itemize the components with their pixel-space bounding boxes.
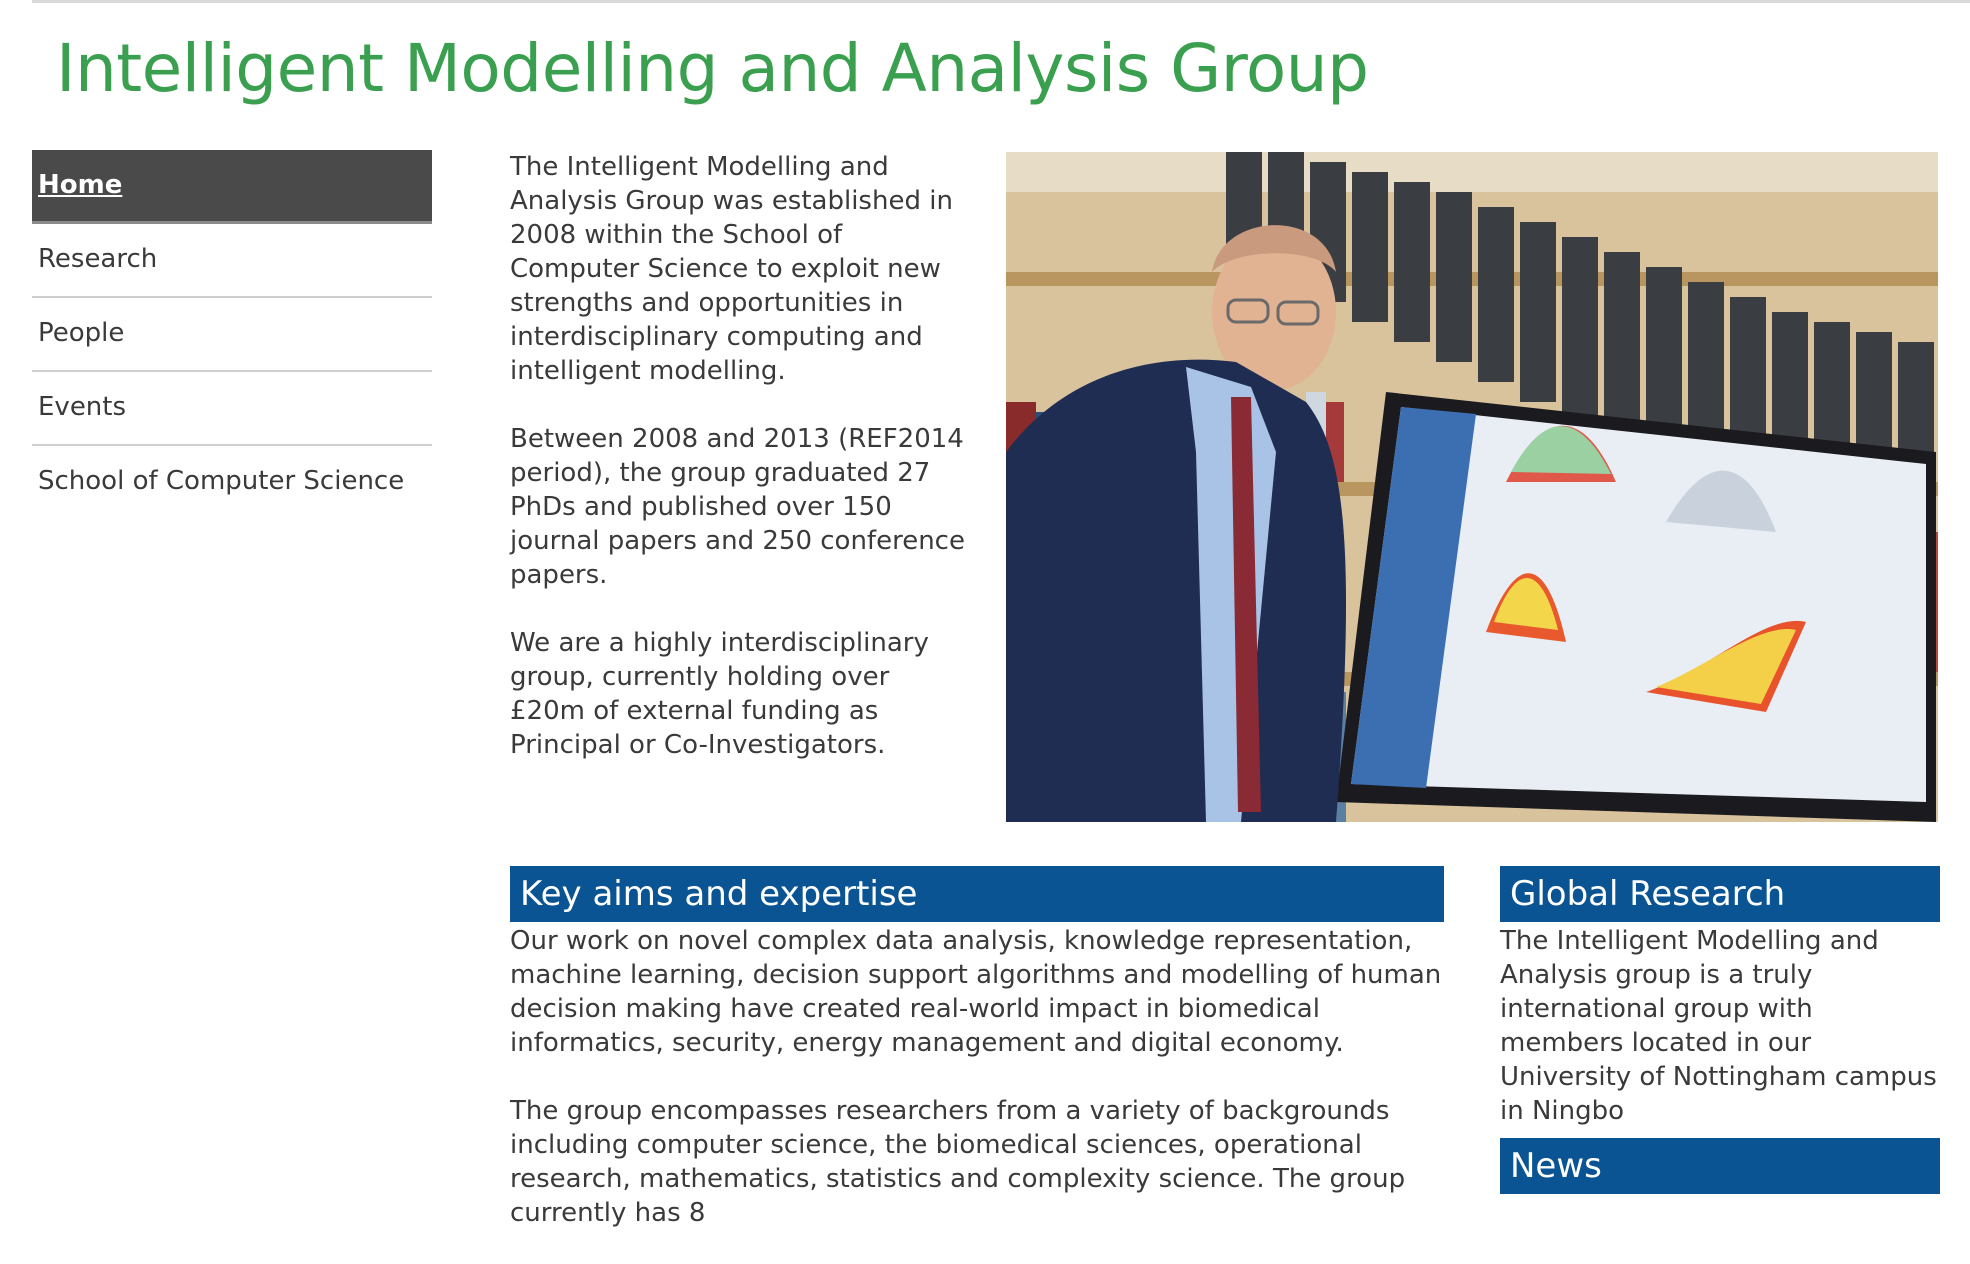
intro-text: The Intelligent Modelling and Analysis G… <box>510 150 970 796</box>
key-aims-heading: Key aims and expertise <box>510 866 1444 922</box>
intro-paragraph: Between 2008 and 2013 (REF2014 period), … <box>510 424 965 590</box>
top-divider <box>32 0 1970 3</box>
nav-item-school-of-computer-science[interactable]: School of Computer Science <box>38 466 405 496</box>
news-section: News <box>1500 1138 1940 1194</box>
key-aims-section: Key aims and expertise Our work on novel… <box>510 866 1444 1264</box>
researcher-with-monitor-image <box>1006 152 1938 822</box>
nav-item-home[interactable]: Home <box>32 150 432 224</box>
intro-paragraph: We are a highly interdisciplinary group,… <box>510 628 929 760</box>
nav-item-people[interactable]: People <box>32 298 432 372</box>
global-research-heading: Global Research <box>1500 866 1940 922</box>
nav-item-research[interactable]: Research <box>32 224 432 298</box>
aims-paragraph: Our work on novel complex data analysis,… <box>510 926 1442 1058</box>
news-heading: News <box>1500 1138 1940 1194</box>
intro-paragraph: The Intelligent Modelling and Analysis G… <box>510 152 953 386</box>
page-title: Intelligent Modelling and Analysis Group <box>56 30 1369 107</box>
global-research-section: Global Research The Intelligent Modellin… <box>1500 866 1940 1128</box>
side-navigation: Home Research People Events School of Co… <box>32 150 432 520</box>
hero-photo <box>1006 152 1938 822</box>
aims-paragraph: The group encompasses researchers from a… <box>510 1096 1406 1228</box>
global-research-text: The Intelligent Modelling and Analysis g… <box>1500 926 1937 1126</box>
nav-item-events[interactable]: Events <box>32 372 432 446</box>
